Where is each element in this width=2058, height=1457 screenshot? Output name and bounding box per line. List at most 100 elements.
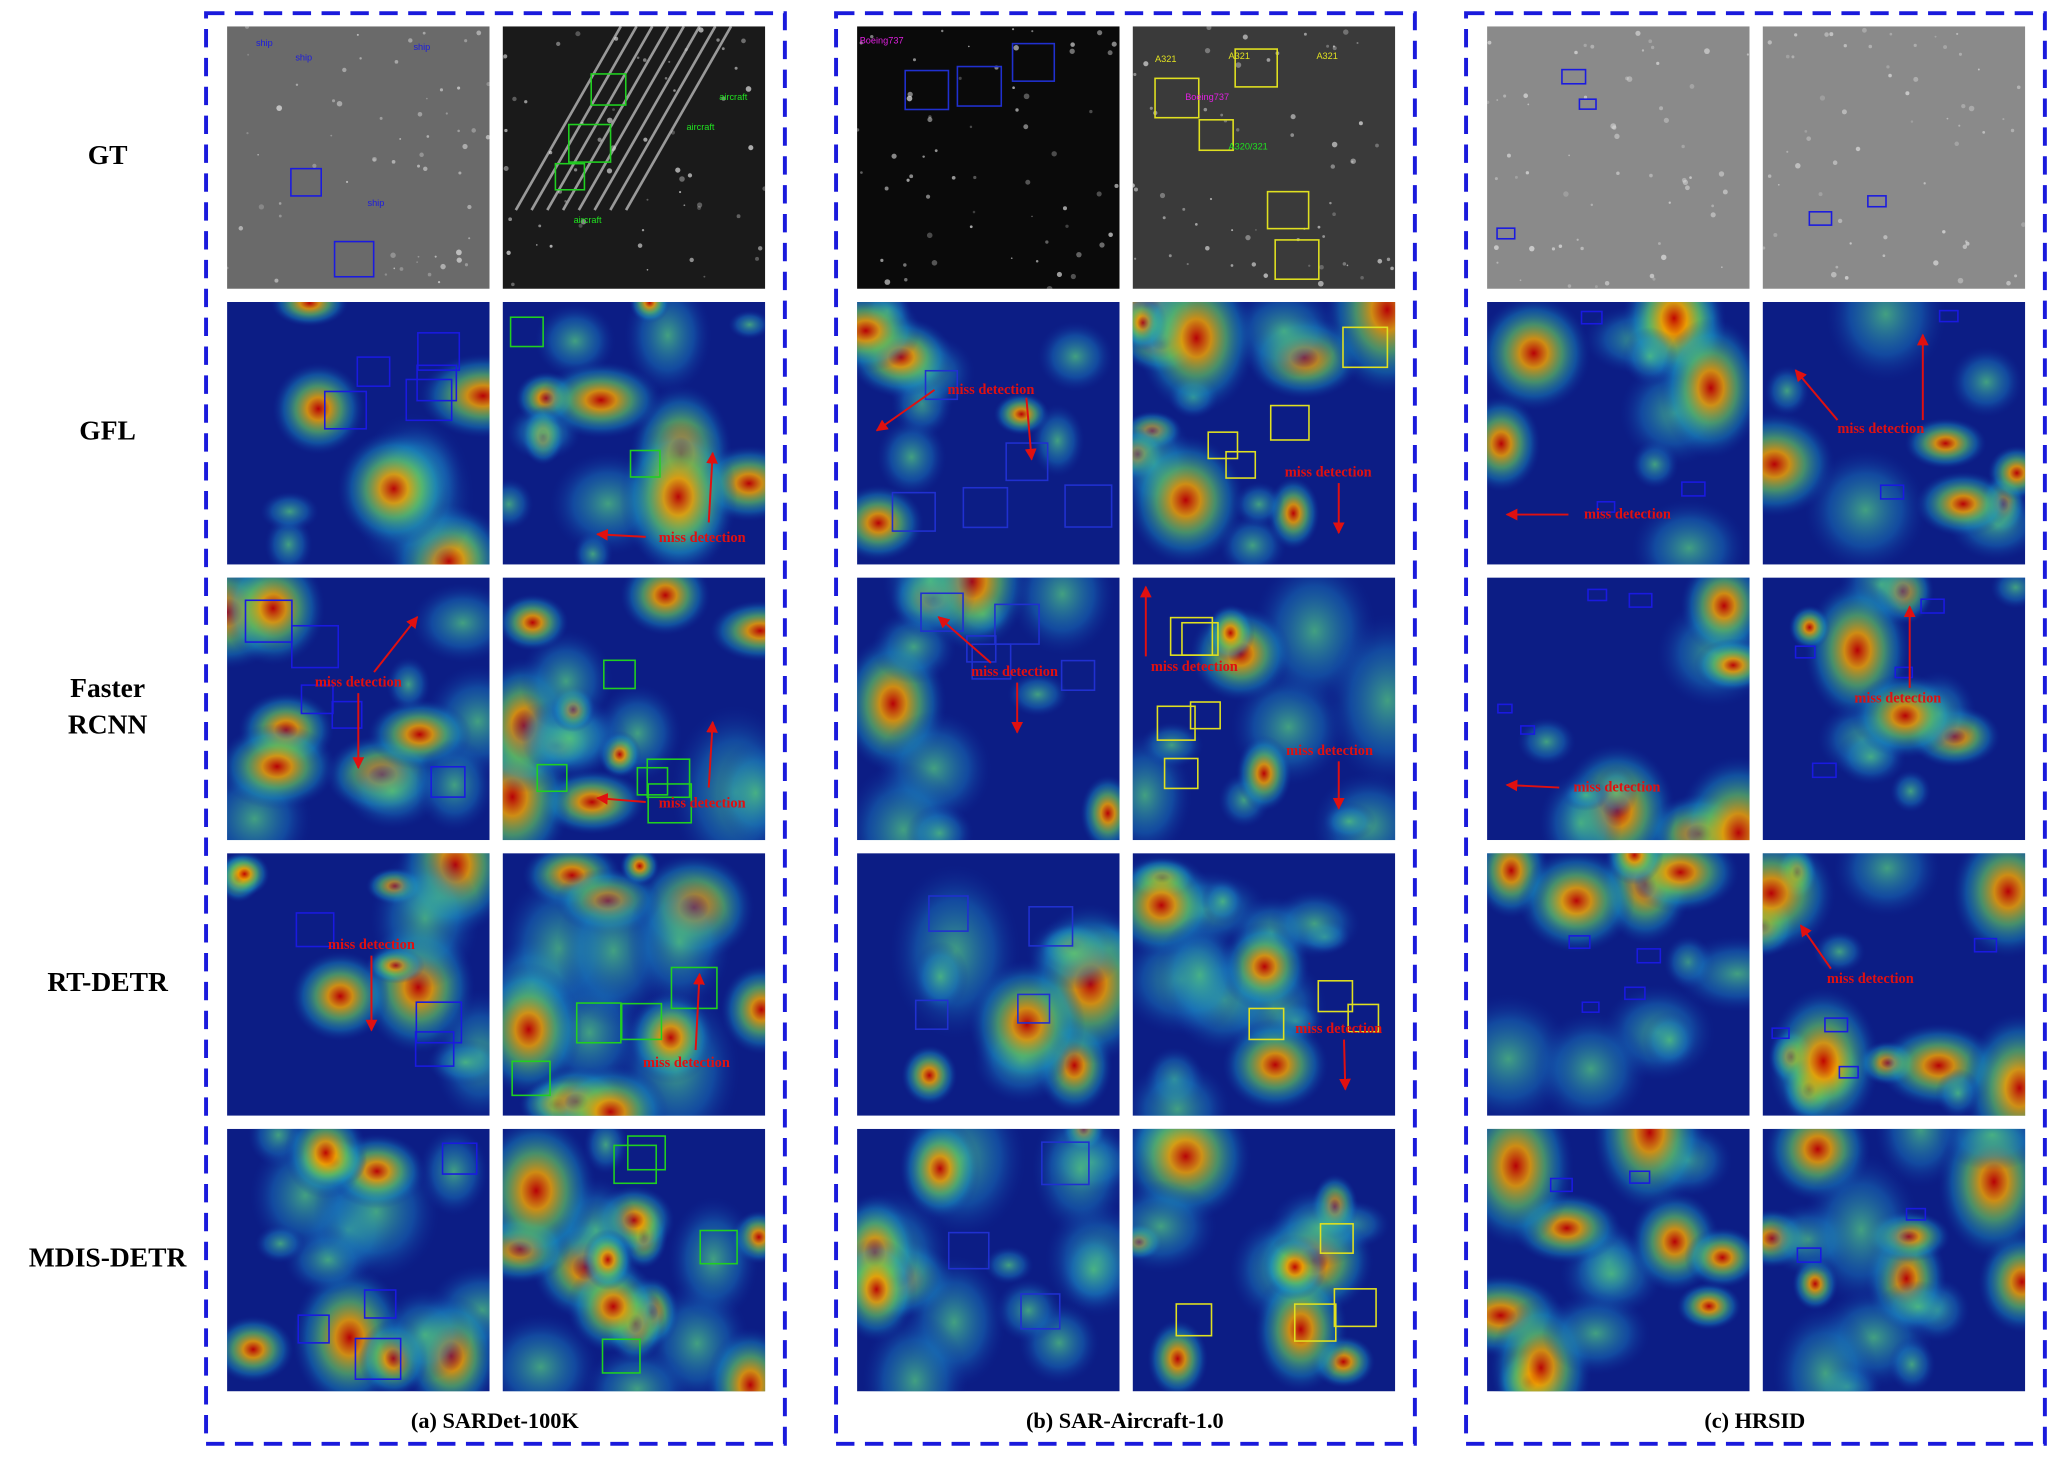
annotation: miss detection	[1574, 780, 1661, 796]
sar-image	[1487, 26, 1750, 289]
heat-blob	[624, 301, 712, 394]
speckle	[1762, 246, 1766, 250]
speckle	[1031, 30, 1034, 33]
speckle	[1656, 61, 1660, 66]
heat-blob	[1487, 301, 1591, 411]
bbox	[1561, 68, 1587, 85]
speckle	[258, 204, 265, 210]
speckle	[356, 33, 359, 36]
heat-blob	[1680, 577, 1750, 656]
speckle	[1794, 33, 1798, 37]
speckle	[2016, 85, 2021, 90]
speckle	[399, 267, 404, 271]
speckle	[1045, 240, 1049, 244]
speckle	[1326, 44, 1330, 48]
speckle	[391, 159, 396, 164]
bbox	[1794, 645, 1816, 659]
bbox	[1028, 905, 1074, 947]
panel-image	[1762, 301, 2026, 565]
speckle	[1255, 229, 1257, 231]
heat-blob	[995, 1278, 1062, 1343]
speckle	[1824, 32, 1829, 37]
speckle	[1626, 76, 1633, 82]
speckle	[1114, 183, 1119, 188]
heat-blob	[1147, 1319, 1208, 1392]
bbox	[646, 758, 691, 799]
speckle	[1099, 242, 1105, 248]
streak	[624, 26, 733, 211]
speckle	[741, 38, 746, 44]
speckle	[958, 76, 962, 80]
panel-image	[1132, 1128, 1396, 1392]
panel-image	[227, 26, 490, 289]
speckle	[1015, 108, 1019, 112]
speckle	[1519, 279, 1522, 282]
bbox	[1041, 1141, 1090, 1186]
speckle	[1855, 146, 1861, 152]
speckle	[698, 27, 704, 33]
panel-image	[1762, 26, 2026, 289]
heat-blob	[1010, 577, 1115, 655]
bbox	[1581, 1001, 1600, 1013]
speckle	[857, 128, 860, 132]
bbox	[554, 162, 586, 191]
bbox	[441, 1142, 478, 1175]
heat-blob	[502, 478, 534, 530]
speckle	[1777, 183, 1780, 186]
speckle	[1263, 273, 1269, 278]
speckle	[1818, 192, 1823, 197]
gt-label: ship	[295, 52, 312, 62]
speckle	[575, 31, 581, 37]
speckle	[1590, 44, 1595, 49]
speckle	[972, 210, 976, 214]
gt-label: Boeing737	[1185, 92, 1229, 102]
bbox	[1269, 404, 1310, 441]
sar-image	[1132, 26, 1396, 289]
heat-blob	[905, 804, 974, 841]
speckle	[2014, 274, 2018, 278]
heat-blob	[1804, 449, 1926, 565]
speckle	[416, 261, 418, 263]
heat-blob	[272, 362, 365, 455]
speckle	[884, 186, 889, 191]
bbox	[670, 966, 718, 1010]
speckle	[274, 278, 279, 283]
heat-blob	[1132, 435, 1245, 565]
speckle	[278, 214, 282, 218]
speckle	[1710, 212, 1716, 218]
speckle	[1795, 163, 1801, 169]
heat-blob	[1080, 775, 1120, 841]
speckle	[1220, 113, 1224, 117]
speckle	[736, 214, 741, 219]
speckle	[969, 125, 973, 129]
speckle	[1956, 32, 1959, 35]
speckle	[1035, 260, 1039, 263]
speckle	[716, 38, 720, 42]
speckle	[1968, 105, 1975, 112]
annotation: miss detection	[315, 675, 402, 691]
speckle	[1910, 120, 1914, 123]
speckle	[1663, 117, 1669, 123]
bbox	[1838, 1065, 1859, 1079]
bbox	[1293, 1303, 1337, 1342]
speckle	[880, 258, 884, 262]
heat-blob	[1631, 499, 1747, 565]
speckle	[1350, 158, 1356, 164]
speckle	[476, 30, 482, 36]
speckle	[1661, 254, 1667, 261]
bbox	[1020, 1293, 1061, 1330]
speckle	[1346, 264, 1349, 267]
speckle	[2002, 118, 2005, 121]
speckle	[1132, 183, 1135, 188]
speckle	[762, 186, 766, 191]
speckle	[1574, 50, 1578, 55]
speckle	[1844, 275, 1849, 280]
speckle	[1616, 171, 1620, 175]
streak	[609, 26, 717, 211]
heat-blob	[1518, 853, 1635, 953]
speckle	[1230, 264, 1234, 267]
speckle	[247, 53, 250, 56]
bbox	[297, 1314, 330, 1344]
speckle	[678, 190, 682, 194]
speckle	[891, 153, 897, 159]
